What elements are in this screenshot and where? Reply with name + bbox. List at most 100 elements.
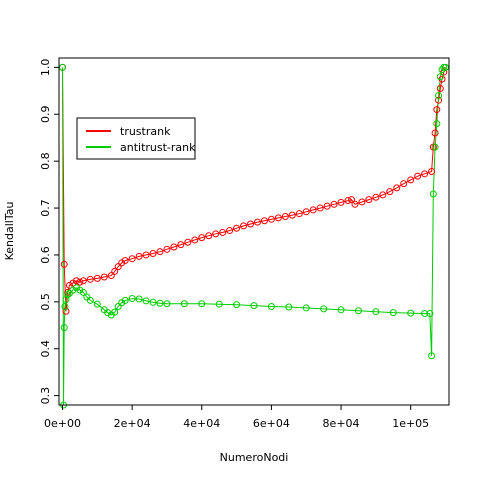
data-point-antitrust-rank xyxy=(149,298,157,306)
data-point-antitrust-rank xyxy=(431,143,439,151)
x-tick-label: 6e+04 xyxy=(253,417,290,430)
data-point-antitrust-rank xyxy=(142,297,150,305)
data-point-trustrank xyxy=(93,274,101,282)
data-point-trustrank xyxy=(407,176,415,184)
data-point-antitrust-rank xyxy=(60,324,68,332)
y-tick-label: 0.7 xyxy=(39,199,52,217)
y-tick-label: 0.6 xyxy=(39,246,52,264)
data-point-trustrank xyxy=(184,238,192,246)
data-point-trustrank xyxy=(400,180,408,188)
data-point-antitrust-rank xyxy=(72,284,80,292)
data-point-antitrust-rank xyxy=(61,303,69,311)
data-point-trustrank xyxy=(107,272,115,280)
data-point-antitrust-rank xyxy=(372,308,380,316)
y-tick-label: 1.0 xyxy=(39,59,52,77)
data-point-trustrank xyxy=(76,278,84,286)
data-point-trustrank xyxy=(309,206,317,214)
data-point-trustrank xyxy=(348,196,355,204)
data-point-trustrank xyxy=(433,106,441,114)
data-point-trustrank xyxy=(393,184,401,192)
data-point-antitrust-rank xyxy=(354,307,362,315)
data-point-antitrust-rank xyxy=(435,92,443,100)
data-point-trustrank xyxy=(100,273,108,281)
data-point-antitrust-rank xyxy=(429,190,437,198)
data-point-antitrust-rank xyxy=(250,302,258,310)
data-point-antitrust-rank xyxy=(285,303,293,311)
data-point-trustrank xyxy=(205,232,213,240)
data-point-trustrank xyxy=(358,198,366,206)
data-point-trustrank xyxy=(121,257,129,265)
data-point-trustrank xyxy=(428,167,436,175)
data-point-antitrust-rank xyxy=(320,305,328,313)
data-point-trustrank xyxy=(163,245,171,253)
data-point-trustrank xyxy=(65,281,73,289)
data-point-trustrank xyxy=(219,228,227,236)
data-point-antitrust-rank xyxy=(267,303,275,311)
data-point-trustrank xyxy=(135,252,143,260)
data-point-antitrust-rank xyxy=(128,295,136,303)
x-tick-label: 2e+04 xyxy=(114,417,151,430)
y-tick-label: 0.8 xyxy=(39,152,52,170)
data-point-trustrank xyxy=(198,234,206,242)
data-point-trustrank xyxy=(177,241,185,249)
x-tick-label: 8e+04 xyxy=(323,417,360,430)
data-point-trustrank xyxy=(365,196,373,204)
data-point-trustrank xyxy=(281,212,289,220)
data-point-antitrust-rank xyxy=(62,295,70,303)
data-point-antitrust-rank xyxy=(111,308,119,316)
data-point-antitrust-rank xyxy=(389,309,397,317)
plot-box xyxy=(58,57,450,406)
data-point-trustrank xyxy=(372,193,380,201)
data-point-trustrank xyxy=(267,215,275,223)
data-point-antitrust-rank xyxy=(215,300,223,308)
data-point-trustrank xyxy=(379,191,387,199)
legend-label-trustrank: trustrank xyxy=(120,125,171,138)
data-point-trustrank xyxy=(323,202,331,210)
data-point-trustrank xyxy=(69,279,77,287)
data-point-antitrust-rank xyxy=(104,309,112,317)
data-point-trustrank xyxy=(435,96,443,104)
data-point-trustrank xyxy=(233,224,241,232)
data-point-trustrank xyxy=(337,198,345,206)
x-tick-label: 1e+05 xyxy=(392,417,429,430)
data-point-antitrust-rank xyxy=(433,120,441,128)
data-point-trustrank xyxy=(253,218,261,226)
legend-box xyxy=(76,117,196,160)
y-axis: 0.3 0.4 0.5 0.6 0.7 0.8 0.9 1.0 xyxy=(39,59,59,405)
data-point-antitrust-rank xyxy=(407,309,415,317)
data-point-antitrust-rank xyxy=(180,300,188,308)
data-point-trustrank xyxy=(111,267,119,275)
data-point-trustrank xyxy=(128,255,136,263)
data-point-trustrank xyxy=(344,197,352,205)
data-point-trustrank xyxy=(288,211,296,219)
data-point-trustrank xyxy=(79,277,87,285)
y-tick-label: 0.9 xyxy=(39,106,52,124)
data-point-trustrank xyxy=(274,214,282,222)
data-point-antitrust-rank xyxy=(233,301,241,309)
data-point-trustrank xyxy=(118,259,126,267)
data-point-trustrank xyxy=(260,217,268,225)
legend-label-antitrust-rank: antitrust-rank xyxy=(120,141,196,154)
data-point-trustrank xyxy=(72,277,80,285)
data-point-trustrank xyxy=(436,84,444,92)
y-tick-label: 0.5 xyxy=(39,293,52,311)
data-point-trustrank xyxy=(170,243,178,251)
legend: trustrank antitrust-rank xyxy=(76,117,196,160)
y-tick-label: 0.3 xyxy=(39,387,52,405)
data-point-trustrank xyxy=(86,275,94,283)
data-point-trustrank xyxy=(414,172,422,180)
data-point-trustrank xyxy=(431,129,439,137)
x-tick-label: 0e+00 xyxy=(44,417,81,430)
data-point-antitrust-rank xyxy=(436,73,444,81)
data-point-trustrank xyxy=(212,230,220,238)
series-line-trustrank xyxy=(62,67,446,312)
x-axis-title: NumeroNodi xyxy=(220,451,289,464)
data-point-antitrust-rank xyxy=(135,295,143,303)
plot-points xyxy=(58,63,450,409)
y-axis-title: KendallTau xyxy=(3,202,16,261)
data-point-antitrust-rank xyxy=(156,299,164,307)
data-point-trustrank xyxy=(302,208,310,216)
data-point-trustrank xyxy=(60,260,68,268)
data-point-antitrust-rank xyxy=(64,291,72,299)
